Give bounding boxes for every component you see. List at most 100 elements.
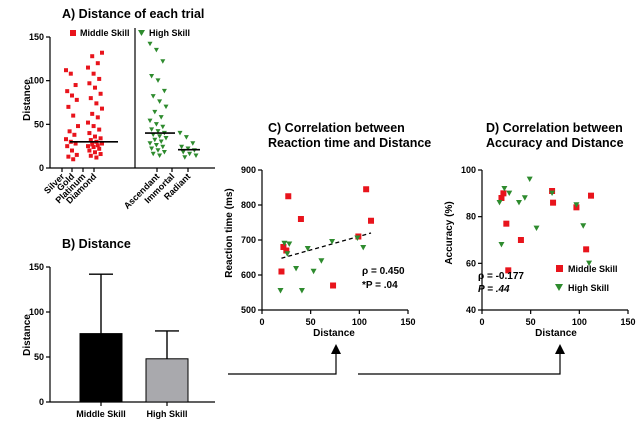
d-legend-middle-label: Middle Skill <box>568 264 618 274</box>
panel-c-stat-rho: ρ = 0.450 <box>362 266 405 277</box>
panel-a-middle-point <box>64 68 68 73</box>
panel-d-high-point <box>501 185 508 192</box>
panel-a-middle-point <box>71 157 76 162</box>
panel-a-high-point <box>153 143 159 148</box>
legend-high-triangle <box>138 30 145 36</box>
panel-a-middle-point <box>91 124 96 129</box>
panel-c-high-point <box>284 251 291 257</box>
panel-c-middle-point <box>278 268 285 275</box>
panel-d-middle-point <box>498 195 505 201</box>
panel-a-y-tick-label: 0 <box>39 163 44 173</box>
panel-a-high-point <box>157 153 163 159</box>
panel-a-high-point <box>155 129 161 134</box>
panel-a-high-point <box>153 122 159 127</box>
panel-c-high-point <box>354 235 361 241</box>
panel-a-y-tick-label: 150 <box>29 32 44 42</box>
panel-c-middle-point <box>280 244 287 250</box>
panel-d-x-tick-label: 100 <box>572 317 587 327</box>
panel-c-high-point <box>310 268 317 275</box>
connector-arrows <box>228 344 565 375</box>
panel-a-high-point <box>163 104 169 110</box>
panel-c-xlabel: Distance <box>313 328 355 339</box>
panel-b-bar <box>79 333 123 403</box>
panel-c-title-line1: C) Correlation between <box>268 121 405 135</box>
panel-a-high-point <box>149 74 155 79</box>
panel-b-ticks: 0 50 100 150 <box>29 262 44 407</box>
panel-d-middle-point <box>583 246 590 253</box>
panel-a-high-point <box>187 151 193 157</box>
panel-a-legend: Middle Skill High Skill <box>70 28 190 38</box>
panel-a-high-point <box>179 144 185 150</box>
panel-d-y-tick-label: 80 <box>466 212 476 222</box>
panel-a-high-point <box>152 109 158 115</box>
panel-d-high-point <box>498 241 505 248</box>
panel-d-title-line2: Accuracy and Distance <box>486 136 624 150</box>
panel-d-legend: Middle Skill High Skill <box>555 264 618 293</box>
panel-a-high-point <box>163 136 169 141</box>
panel-d-middle-point <box>588 192 595 199</box>
panel-c-high-point <box>318 258 325 264</box>
panel-a-high-point <box>147 141 153 146</box>
panel-a-middle-point <box>100 106 104 111</box>
panel-a-high-point <box>155 148 161 153</box>
legend-high-label: High Skill <box>149 28 190 38</box>
panel-c-high-point <box>304 246 311 252</box>
panel-c-axes <box>258 169 409 314</box>
panel-a-high-point <box>150 94 156 99</box>
panel-a-middle-point <box>86 65 90 70</box>
panel-c-y-tick-label: 900 <box>241 165 256 175</box>
panel-b-ylabel: Distance <box>22 314 33 356</box>
panel-a-title: A) Distance of each trial <box>62 7 204 21</box>
panel-c-y-tick-label: 700 <box>241 235 256 245</box>
panel-a-middle-point <box>86 120 90 125</box>
panel-c-high-point <box>360 245 367 251</box>
panel-a-points <box>64 41 200 162</box>
d-legend-high-triangle <box>555 284 563 291</box>
panel-c-ylabel: Reaction time (ms) <box>224 188 235 277</box>
panel-d-middle-point <box>505 267 512 274</box>
panel-a-middle-point <box>91 71 96 76</box>
panel-a-middle-point <box>93 150 97 155</box>
panel-a-middle-point <box>88 138 93 143</box>
panel-a-high-point <box>177 130 183 136</box>
panel-d-high-point <box>586 260 593 267</box>
d-legend-high-label: High Skill <box>568 283 609 293</box>
panel-a-middle-point <box>95 143 100 148</box>
panel-a-middle-point <box>90 54 95 59</box>
panel-a-distance-each-trial: A) Distance of each trial 0 50 100 150 Dist… <box>22 7 215 211</box>
panel-d-x-tick-label: 50 <box>526 317 536 327</box>
panel-d-high-point <box>580 223 587 229</box>
panel-c-middle-point <box>368 217 375 224</box>
panel-a-middle-point <box>100 50 104 55</box>
panel-d-high-point <box>549 190 556 197</box>
panel-b-y-tick-label: 100 <box>29 307 44 317</box>
panel-a-middle-point <box>74 97 79 102</box>
panel-c-high-point <box>329 239 336 245</box>
panel-a-middle-point <box>87 131 92 136</box>
panel-b-y-tick-label: 0 <box>39 397 44 407</box>
panel-a-middle-point <box>93 85 97 90</box>
panel-a-middle-point <box>90 142 95 147</box>
panel-c-middle-point <box>283 247 290 254</box>
panel-a-high-point <box>158 115 164 120</box>
panel-b-category-label: Middle Skill <box>76 409 126 419</box>
panel-a-middle-point <box>95 115 100 120</box>
panel-a-high-point <box>182 155 188 160</box>
panel-a-middle-point <box>95 61 100 66</box>
panel-d-high-point <box>506 190 513 197</box>
panel-a-y-tick-label: 50 <box>34 119 44 129</box>
legend-middle-square <box>70 30 76 36</box>
panel-c-y-tick-label: 500 <box>241 305 256 315</box>
panel-a-high-point <box>149 127 155 132</box>
panel-c-high-point <box>281 240 288 247</box>
panel-b-bars <box>79 273 189 403</box>
panel-d-y-tick-label: 60 <box>466 258 476 268</box>
arrow-b-to-d-head <box>555 344 565 354</box>
panel-a-middle-point <box>72 132 77 137</box>
panel-a-middle-point <box>91 145 96 150</box>
panel-d-x-tick-label: 0 <box>479 317 484 327</box>
panel-a-middle-point <box>100 141 104 146</box>
panel-a-middle-point <box>94 101 99 106</box>
panel-a-middle-point <box>70 148 74 153</box>
